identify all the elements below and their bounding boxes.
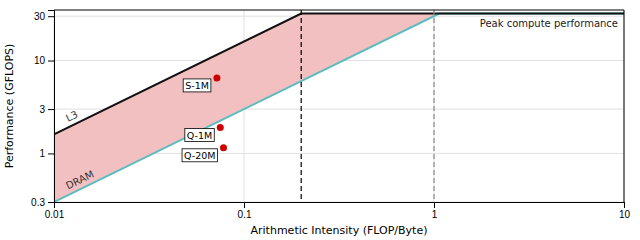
grid bbox=[54, 10, 624, 202]
y-tick-label: 3 bbox=[39, 104, 45, 115]
y-tick-mark bbox=[48, 202, 54, 203]
point-label: S-1M bbox=[183, 79, 211, 92]
line bbox=[54, 14, 624, 202]
point-label: Q-20M bbox=[182, 149, 217, 162]
line-label: DRAM bbox=[64, 168, 96, 191]
y-tick-label: 30 bbox=[34, 11, 46, 22]
y-tick: 1 bbox=[39, 148, 54, 159]
frame bbox=[624, 10, 625, 202]
reference-line bbox=[301, 10, 302, 202]
x-tick: 10 bbox=[619, 202, 631, 220]
point-label-box bbox=[185, 129, 214, 142]
marks bbox=[54, 10, 624, 202]
line bbox=[54, 14, 624, 135]
x-tick-mark bbox=[434, 202, 435, 208]
y-tick-mark bbox=[48, 109, 54, 110]
y-tick: 30 bbox=[34, 11, 54, 22]
y-tick-mark bbox=[48, 153, 54, 154]
y-tick: 0.3 bbox=[31, 197, 54, 208]
x-axis-line bbox=[55, 203, 625, 209]
y-tick: 10 bbox=[34, 55, 54, 66]
annotation: Peak compute performance bbox=[480, 18, 618, 29]
point-label: Q-1M bbox=[185, 129, 214, 142]
x-tick-label: 1 bbox=[432, 209, 438, 220]
y-tick-label: 1 bbox=[39, 148, 45, 159]
x-grid-line bbox=[434, 10, 435, 202]
point-label-box bbox=[183, 79, 211, 92]
point bbox=[217, 124, 224, 131]
y-tick-label: 10 bbox=[34, 55, 46, 66]
point-label-text: Q-1M bbox=[187, 130, 212, 141]
area bbox=[54, 14, 624, 202]
x-axis: 0.01 0.1 1 10 bbox=[45, 202, 631, 220]
point bbox=[213, 74, 220, 81]
x-tick-label: 0.01 bbox=[45, 209, 65, 220]
point-label-text: S-1M bbox=[185, 80, 209, 91]
chart: DRAM L3 Peak compute performance S-1M Q-1M Q-… bbox=[0, 0, 640, 240]
x-axis-title: Arithmetic Intensity (FLOP/Byte) bbox=[251, 224, 428, 237]
plot: DRAM L3 Peak compute performance S-1M Q-1M Q-… bbox=[31, 10, 630, 220]
y-axis-line bbox=[48, 11, 55, 203]
reference-line bbox=[433, 10, 434, 202]
y-axis-title: Performance (GFLOPS) bbox=[3, 44, 16, 169]
y-tick-mark bbox=[48, 61, 54, 62]
y-tick-mark bbox=[48, 16, 54, 17]
point-label-text: Q-20M bbox=[184, 150, 215, 161]
x-tick: 0.01 bbox=[45, 202, 65, 220]
labels: DRAM L3 Peak compute performance S-1M Q-1M Q-… bbox=[64, 18, 618, 192]
x-grid-line bbox=[624, 10, 625, 202]
x-tick-label: 0.1 bbox=[238, 209, 252, 220]
x-tick: 1 bbox=[432, 202, 438, 220]
line-label: L3 bbox=[64, 109, 80, 124]
x-tick-mark bbox=[244, 202, 245, 208]
x-tick-label: 10 bbox=[619, 209, 631, 220]
point-label-box bbox=[182, 149, 217, 162]
y-axis: 0.3 1 3 10 30 bbox=[31, 11, 54, 208]
frame bbox=[54, 10, 624, 11]
x-tick: 0.1 bbox=[238, 202, 252, 220]
x-tick-mark bbox=[624, 202, 625, 208]
y-tick-label: 0.3 bbox=[31, 197, 45, 208]
y-tick: 3 bbox=[39, 104, 54, 115]
point bbox=[220, 144, 227, 151]
